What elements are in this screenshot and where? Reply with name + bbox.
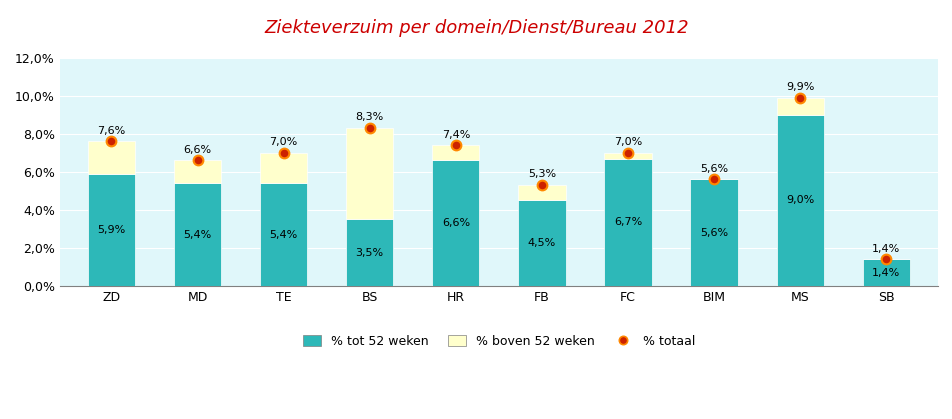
Bar xyxy=(346,128,393,220)
Bar xyxy=(518,185,565,200)
Bar xyxy=(690,179,737,286)
Bar xyxy=(431,145,479,160)
Bar xyxy=(604,153,651,158)
Bar xyxy=(88,174,135,286)
Text: 1,4%: 1,4% xyxy=(871,244,900,254)
Bar xyxy=(88,142,135,174)
Bar xyxy=(173,183,221,286)
Text: 5,9%: 5,9% xyxy=(97,225,126,235)
Text: 7,0%: 7,0% xyxy=(613,137,642,147)
Legend: % tot 52 weken, % boven 52 weken, % totaal: % tot 52 weken, % boven 52 weken, % tota… xyxy=(297,330,700,353)
Text: 7,4%: 7,4% xyxy=(441,129,469,140)
Bar xyxy=(346,220,393,286)
Bar xyxy=(604,158,651,286)
Bar xyxy=(260,183,307,286)
Bar xyxy=(431,160,479,286)
Text: 7,6%: 7,6% xyxy=(97,126,126,136)
Text: 5,3%: 5,3% xyxy=(527,170,555,179)
Text: 4,5%: 4,5% xyxy=(527,238,555,248)
Text: 6,7%: 6,7% xyxy=(613,217,642,228)
Text: 5,4%: 5,4% xyxy=(183,230,211,240)
Text: 9,9%: 9,9% xyxy=(785,82,814,92)
Text: 5,6%: 5,6% xyxy=(700,228,727,238)
Bar xyxy=(776,115,823,286)
Text: 5,6%: 5,6% xyxy=(700,164,727,174)
Text: 1,4%: 1,4% xyxy=(871,268,900,278)
Text: 8,3%: 8,3% xyxy=(355,112,384,122)
Bar xyxy=(862,259,909,286)
Bar xyxy=(173,160,221,183)
Text: 5,4%: 5,4% xyxy=(269,230,297,240)
Text: 3,5%: 3,5% xyxy=(355,248,384,258)
Text: 9,0%: 9,0% xyxy=(785,195,814,205)
Bar xyxy=(260,153,307,183)
Bar xyxy=(518,200,565,286)
Text: Ziekteverzuim per domein/Dienst/Bureau 2012: Ziekteverzuim per domein/Dienst/Bureau 2… xyxy=(264,19,688,37)
Text: 7,0%: 7,0% xyxy=(269,137,297,147)
Text: 6,6%: 6,6% xyxy=(183,145,211,155)
Text: 6,6%: 6,6% xyxy=(442,218,469,228)
Bar xyxy=(776,98,823,115)
